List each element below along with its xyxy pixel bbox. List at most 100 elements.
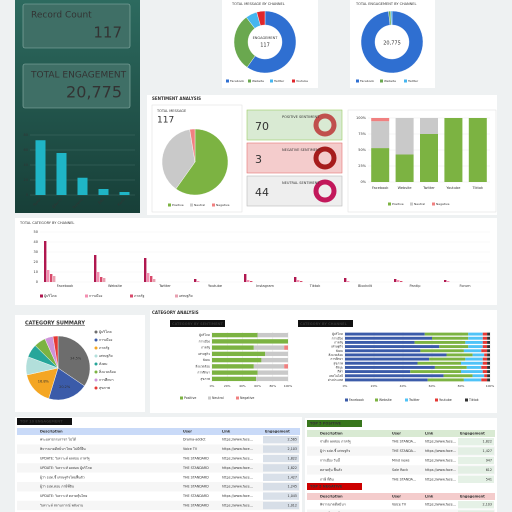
x-tick-label: Facebook [57,284,74,288]
table-cell: THE STANDARD [182,475,209,479]
legend-swatch [94,330,98,334]
y-tick-label: 25% [358,164,366,168]
table-cell: THE STANDARD [182,504,209,508]
table-cell: Mind news [392,459,410,463]
bar-segment [253,364,285,369]
bar-segment [482,361,488,365]
bar [344,278,347,282]
legend-swatch [248,79,251,83]
table-row-bg [307,446,495,456]
table-cell: THE STANDA... [391,477,416,481]
bar [47,270,50,282]
bar [300,281,303,282]
x-tick-label: Instagram [256,284,274,288]
legend-label: Positive [172,203,184,207]
table-cell: 2,103 [483,503,492,507]
table-header: User [392,432,401,436]
y-tick-label: ภาครัฐ [201,346,210,350]
x-tick-label: 60% [429,384,436,388]
engagement-cell [458,466,494,474]
kpi-label: Record Count [31,11,92,21]
table-title-bg [17,418,72,425]
bar [250,281,253,282]
table-header-bg [307,430,495,437]
bar-segment [256,376,288,382]
x-tick-label: Twitter [158,284,171,288]
table-cell: https://www.face... [425,503,456,507]
bar-segment [461,370,483,374]
bar-segment [472,353,485,357]
legend-label: เศรษฐกิจ [99,354,113,358]
legend-swatch [380,79,383,83]
panel-title: TOTAL MESSAGE BY CHANNEL [231,2,285,6]
bar-segment [345,340,415,344]
bar [97,272,100,282]
legend-label: Positive [392,202,404,206]
x-tick-label: 60% [254,384,261,388]
legend-swatch [292,79,295,83]
table-header: User [392,495,401,499]
engagement-cell [263,501,299,510]
table-cell: https://www.face... [425,468,456,472]
bar-segment [257,332,288,338]
legend-swatch [94,338,98,342]
legend-swatch [465,398,468,402]
bar-segment [487,353,490,357]
bar [247,280,250,282]
y-tick-label: 100% [356,116,367,120]
x-tick-label: Blockdit [358,284,373,288]
section-title: CATEGORY ANALYSIS [152,310,199,315]
bar [56,153,67,195]
engagement-cell [458,510,494,512]
bar-segment [463,349,482,353]
legend-swatch [435,398,438,402]
mini-donut [313,146,337,170]
y-tick-label: 60 [24,148,28,152]
legend-swatch [130,294,133,298]
kpi-value: 20,775 [66,83,122,102]
bar [153,279,156,282]
bar [98,189,109,195]
bar [53,276,56,282]
panel-title: CATEGORY SUMMARY [25,321,85,327]
legend-label: Twitter [408,398,420,402]
bar-segment [468,336,483,340]
bar-segment [345,345,440,349]
x-tick-label: Website [108,284,122,288]
table-cell: 2,565 [288,438,297,442]
donut-center-value: 20,775 [383,41,401,47]
table-header: Link [425,432,434,436]
table-header: Engagement [460,432,485,436]
bar-segment [212,345,254,350]
table-cell: https://www.face... [222,438,253,442]
bar-segment [487,345,490,349]
bar-segment [487,357,490,361]
table-title: TOP 10 ENGAGEMENT [20,420,63,424]
bar-segment [461,361,483,365]
card-value: 70 [255,120,269,133]
slice-label: 34.5% [70,357,82,361]
panel [150,310,497,413]
table-cell: https://www.face... [222,494,253,498]
table-header: Engagement [460,495,485,499]
donut-center-value: 117 [260,43,270,49]
bar-segment [482,340,488,344]
bar-segment [417,361,461,365]
engagement-cell [263,464,299,472]
bar-segment [472,374,485,378]
bar-segment [345,378,428,382]
table-cell: 541 [486,477,492,481]
kpi-value: 117 [93,24,122,42]
table-cell: 1,822 [288,457,297,461]
table-cell: พระมหาธรรมราชา ไม่ได้ [40,438,76,442]
x-tick-label: Pantip [410,284,422,288]
table-cell: พิจารณาคดีหมิ่นฯ ไทย ไม่มีที่ยืน [40,446,86,451]
bar [50,274,53,282]
table-cell: THE STANDA... [391,449,416,453]
slice-label: 20.2% [59,385,71,389]
card-label: NEUTRAL SENTIMENT [282,181,320,185]
engagement-cell [458,456,494,465]
legend-label: Youtube [439,398,452,402]
table-row-bg [307,465,495,475]
